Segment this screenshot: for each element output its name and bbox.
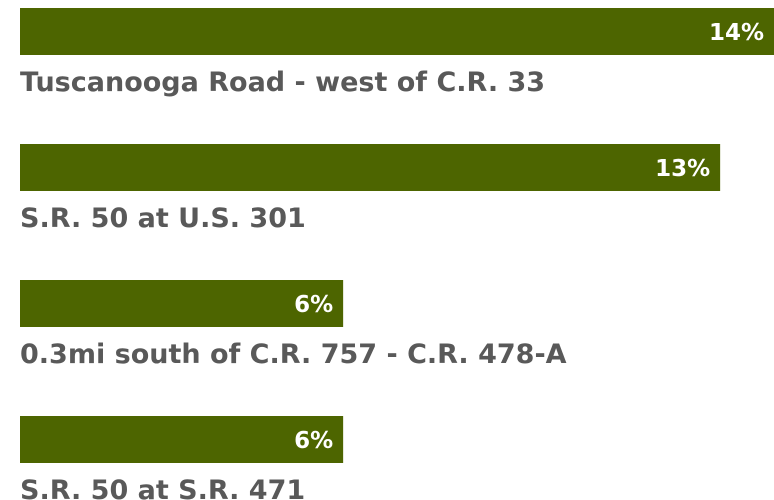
bar bbox=[20, 144, 721, 191]
category-label: S.R. 50 at S.R. 471 bbox=[20, 475, 305, 500]
value-label: 6% bbox=[294, 292, 333, 318]
value-label: 6% bbox=[294, 428, 333, 454]
bar bbox=[20, 8, 774, 55]
category-label: S.R. 50 at U.S. 301 bbox=[20, 203, 306, 234]
category-label: 0.3mi south of C.R. 757 - C.R. 478-A bbox=[20, 339, 567, 370]
value-label: 13% bbox=[655, 156, 710, 182]
value-label: 14% bbox=[709, 20, 764, 46]
bar bbox=[20, 280, 344, 327]
category-label: Tuscanooga Road - west of C.R. 33 bbox=[20, 67, 545, 98]
bar bbox=[20, 416, 344, 463]
